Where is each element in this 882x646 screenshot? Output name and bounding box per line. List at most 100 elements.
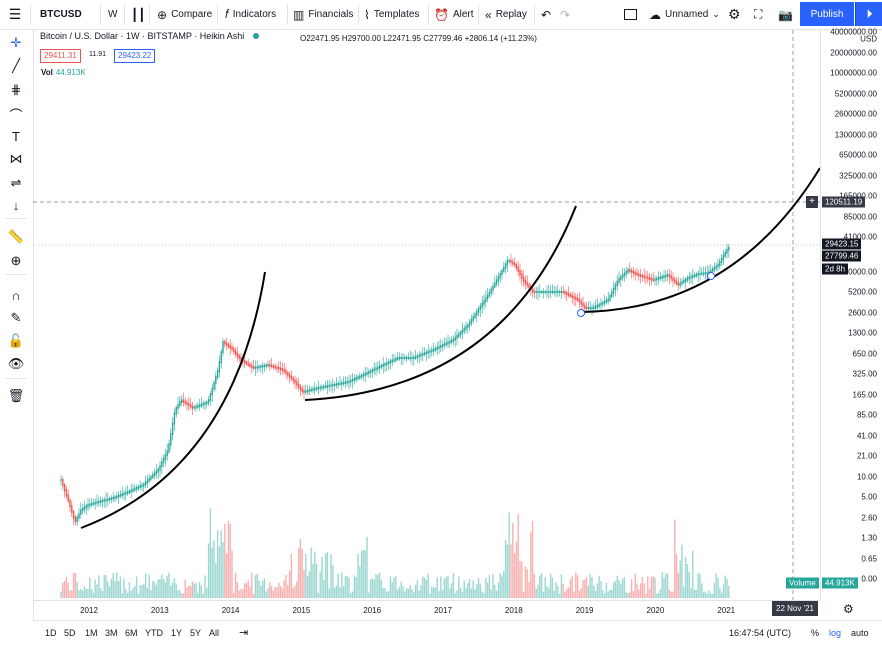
interval-button[interactable]: W <box>108 0 117 29</box>
fullscreen-button[interactable]: ⛶ <box>754 0 766 29</box>
settings-button[interactable]: ⚙ <box>728 0 745 29</box>
ruler-icon[interactable]: 📏 <box>7 229 25 244</box>
legend-title: Bitcoin / U.S. Dollar · 1W · BITSTAMP · … <box>40 31 245 41</box>
undo-icon: ↶ <box>541 7 552 22</box>
menu-icon[interactable]: ☰ <box>8 6 22 22</box>
publish-video-button[interactable]: ⏵ <box>855 2 882 26</box>
symbol-search[interactable]: BTCUSD <box>40 0 82 29</box>
price-tick: 10.00 <box>856 472 877 481</box>
countdown-label: 2d 8h <box>822 263 849 275</box>
price-tick: 0.65 <box>861 554 877 563</box>
replay-icon: « <box>485 7 492 22</box>
play-circle-icon: ⏵ <box>866 6 873 21</box>
market-status-icon <box>252 33 259 39</box>
axis-settings-gear-icon[interactable]: ⚙ <box>843 602 854 616</box>
range-1y-button[interactable]: 1Y <box>171 628 183 638</box>
range-6m-button[interactable]: 6M <box>125 628 138 638</box>
curve-3 <box>580 167 820 313</box>
year-tick: 2019 <box>575 606 594 615</box>
trend-line-icon[interactable]: ╱ <box>12 58 20 73</box>
time-axis[interactable]: 2012 2013 2014 2015 2016 2017 2018 2019 2020 2021 <box>33 600 820 620</box>
price-tick: 650.00 <box>852 349 877 358</box>
price-tick: 1.30 <box>861 533 877 543</box>
bar-chart-icon: ▥ <box>293 7 305 22</box>
price-tick: 2600000.00 <box>834 109 877 119</box>
range-5y-button[interactable]: 5Y <box>190 628 202 638</box>
currency-label: USD <box>860 34 877 44</box>
financials-label: Financials <box>308 9 354 20</box>
brush-icon[interactable]: ⌒ <box>9 107 23 123</box>
templates-button[interactable]: ⌇ Templates <box>364 0 419 29</box>
price-tick: 325.00 <box>852 369 877 379</box>
year-tick: 2021 <box>717 606 736 615</box>
range-all-button[interactable]: All <box>209 628 220 638</box>
financials-button[interactable]: ▥ Financials <box>293 0 353 29</box>
fib-icon[interactable]: ⋕ <box>10 82 22 97</box>
interval-label: W <box>108 9 118 20</box>
crosshair-icon[interactable]: ✛ <box>10 35 22 50</box>
range-5d-button[interactable]: 5D <box>64 628 76 638</box>
price-tick: 85.00 <box>856 410 877 420</box>
price-tick: 1300.00 <box>848 328 877 338</box>
magnet-icon[interactable]: ∩ <box>11 287 21 303</box>
range-3m-button[interactable]: 3M <box>105 628 118 638</box>
prediction-icon[interactable]: ⇌ <box>10 175 22 190</box>
curve-anchor-point <box>577 309 585 317</box>
range-1m-button[interactable]: 1M <box>85 628 98 638</box>
ohlc-values: O22471.95 H29700.00 L22471.95 C27799.46 … <box>300 34 537 43</box>
volume-bars <box>60 508 730 598</box>
price-chart[interactable] <box>33 30 820 600</box>
price-tick: 2600.00 <box>848 308 877 317</box>
price-tick: 40000000.00 <box>830 27 877 37</box>
price-tick: 20000000.00 <box>830 48 877 57</box>
drawing-toolbar: ✛ ╱ ⋕ ⌒ T ⋈ ⇌ ↓ 📏 ⊕ ∩ ✎ 🔓 👁 🗑 <box>0 30 34 620</box>
arrow-down-icon[interactable]: ↓ <box>12 197 20 213</box>
date-range-calendar-icon[interactable]: ⇥ <box>239 627 249 639</box>
last-price-label: 29423.15 <box>822 238 862 250</box>
range-ytd-button[interactable]: YTD <box>145 628 163 638</box>
range-1d-button[interactable]: 1D <box>45 628 57 638</box>
bar-style-button[interactable]: ┃┃ <box>131 0 149 29</box>
eye-icon[interactable]: 👁 <box>7 356 25 371</box>
year-tick: 2016 <box>363 606 382 615</box>
volume-axis-value: 44.913K <box>822 577 858 589</box>
vol-value: 44.913K <box>55 68 86 77</box>
bid-price-button[interactable]: 29411.31 <box>40 49 81 63</box>
text-icon[interactable]: T <box>12 128 20 144</box>
compare-button[interactable]: ⊕ Compare <box>157 0 212 29</box>
volume-axis-name: Volume <box>789 578 816 588</box>
pattern-icon[interactable]: ⋈ <box>9 151 23 166</box>
alert-button[interactable]: ⏰ Alert <box>434 0 474 29</box>
layout-name-button[interactable]: ☁ Unnamed ⌄ <box>649 0 724 29</box>
price-tick: 165000.00 <box>839 192 877 201</box>
chart-legend: Bitcoin / U.S. Dollar · 1W · BITSTAMP · … <box>40 31 259 41</box>
lock-icon[interactable]: 🔓 <box>7 333 25 348</box>
price-tick: 41000.00 <box>843 232 877 242</box>
chevron-down-icon: ⌄ <box>712 9 720 19</box>
camera-icon: 📷 <box>778 7 793 22</box>
replay-button[interactable]: «Replay <box>485 0 527 29</box>
indicators-label: Indicators <box>232 9 277 20</box>
redo-button[interactable]: ↷ <box>560 0 574 29</box>
indicators-button[interactable]: 𝑓 Indicators <box>225 0 276 29</box>
percent-toggle[interactable]: % <box>811 628 820 638</box>
clock[interactable]: 16:47:54 (UTC) <box>729 628 792 638</box>
price-axis[interactable]: USD 40000000.00 20000000.00 10000000.00 5200… <box>820 27 882 600</box>
add-alert-plus-icon[interactable]: + <box>806 196 818 208</box>
auto-toggle[interactable]: auto <box>851 628 869 638</box>
publish-button[interactable]: Publish <box>800 2 854 26</box>
price-tick: 10000000.00 <box>830 68 877 78</box>
expand-icon: ⛶ <box>754 7 763 21</box>
zoom-in-icon[interactable]: ⊕ <box>10 253 22 268</box>
lock-drawing-icon[interactable]: ✎ <box>10 310 22 325</box>
ask-price-button[interactable]: 29423.22 <box>114 49 156 63</box>
fullscreen-layout-button[interactable] <box>624 0 637 29</box>
candles-icon: ┃┃ <box>131 7 146 22</box>
year-tick: 2014 <box>221 606 240 615</box>
log-toggle[interactable]: log <box>829 628 842 638</box>
curve-1 <box>80 271 266 529</box>
trash-icon[interactable]: 🗑 <box>7 388 25 403</box>
undo-button[interactable]: ↶ <box>541 0 555 29</box>
year-tick: 2013 <box>150 606 169 615</box>
snapshot-button[interactable]: 📷 <box>778 0 797 29</box>
